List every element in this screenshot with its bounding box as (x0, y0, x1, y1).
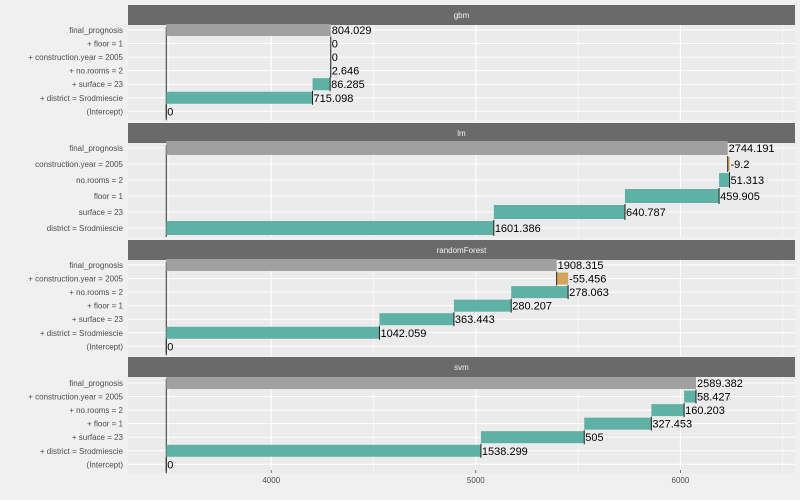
row-label: + floor = 1 (87, 420, 124, 429)
value-label: 327.453 (652, 419, 692, 431)
row-label: + surface = 23 (72, 315, 124, 324)
value-label: 2.646 (332, 66, 360, 78)
row-label: + construction.year = 2005 (28, 393, 123, 402)
row-label: final_prognosis (69, 26, 123, 35)
contribution-bar (480, 431, 585, 444)
row-label: + construction.year = 2005 (28, 275, 123, 284)
row-label: construction.year = 2005 (35, 160, 123, 169)
value-label: 505 (585, 432, 603, 444)
panel-background (128, 25, 795, 121)
contribution-bar (624, 189, 720, 203)
value-label: 0 (167, 459, 173, 471)
value-label: -9.2 (731, 159, 750, 171)
value-label: 278.063 (569, 287, 609, 299)
row-label: + no.rooms = 2 (69, 406, 123, 415)
contribution-bar (166, 91, 313, 104)
value-label: 0 (332, 52, 338, 64)
value-label: -55.456 (569, 274, 606, 286)
facet-title: randomForest (437, 246, 488, 255)
row-label: (Intercept) (87, 342, 124, 351)
contribution-bar (584, 417, 652, 430)
facet-title: gbm (454, 11, 470, 20)
facet-title: lm (457, 129, 466, 138)
row-label: + floor = 1 (87, 302, 124, 311)
facet-title: svm (454, 363, 469, 372)
row-label: final_prognosis (69, 144, 123, 153)
row-label: no.rooms = 2 (76, 176, 123, 185)
value-label: 86.285 (331, 79, 365, 91)
row-label: final_prognosis (69, 261, 123, 270)
contribution-bar (379, 313, 454, 326)
contribution-bar (312, 78, 331, 91)
value-label: 0 (167, 341, 173, 353)
contribution-bar (511, 286, 569, 299)
value-label: 363.443 (455, 314, 495, 326)
row-label: (Intercept) (87, 460, 124, 469)
value-label: 2744.191 (729, 143, 775, 155)
row-label: floor = 1 (94, 192, 124, 201)
value-label: 1042.059 (380, 328, 426, 340)
x-tick-label: 4000 (262, 476, 280, 485)
value-label: 0 (167, 106, 173, 118)
prediction-bar (166, 259, 557, 271)
facet-strip (128, 5, 795, 25)
contribution-bar (166, 221, 494, 235)
value-label: 1601.386 (495, 223, 541, 235)
contribution-bar (651, 404, 685, 417)
value-label: 1538.299 (482, 446, 528, 458)
value-label: 0 (332, 39, 338, 51)
contribution-bar (719, 173, 730, 187)
contribution-bar (556, 272, 569, 285)
value-label: 280.207 (512, 301, 552, 313)
value-label: 1908.315 (558, 260, 604, 272)
facet-strip (128, 357, 795, 377)
contribution-bar (453, 299, 512, 312)
prediction-bar (166, 24, 331, 36)
value-label: 715.098 (314, 93, 354, 105)
row-label: + floor = 1 (87, 40, 124, 49)
value-label: 51.313 (731, 175, 765, 187)
prediction-bar (166, 377, 696, 389)
value-label: 804.029 (332, 25, 372, 37)
value-label: 58.427 (697, 392, 731, 404)
row-label: + construction.year = 2005 (28, 53, 123, 62)
contribution-bar (684, 390, 696, 403)
contribution-bar (727, 157, 730, 171)
row-label: final_prognosis (69, 379, 123, 388)
facet-strip (128, 240, 795, 260)
row-label: (Intercept) (87, 107, 124, 116)
x-tick-label: 5000 (467, 476, 485, 485)
row-label: + surface = 23 (72, 80, 124, 89)
value-label: 640.787 (626, 207, 666, 219)
prediction-bar (166, 141, 728, 155)
x-tick-label: 6000 (672, 476, 690, 485)
row-label: surface = 23 (79, 208, 124, 217)
row-label: + district = Srodmiescie (40, 94, 124, 103)
contribution-bar (166, 444, 481, 457)
row-label: + surface = 23 (72, 433, 124, 442)
value-label: 160.203 (685, 405, 725, 417)
contribution-bar (493, 205, 625, 219)
facet-strip (128, 123, 795, 143)
row-label: + no.rooms = 2 (69, 67, 123, 76)
row-label: + district = Srodmiescie (40, 447, 124, 456)
row-label: + district = Srodmiescie (40, 329, 124, 338)
row-label: + no.rooms = 2 (69, 288, 123, 297)
value-label: 459.905 (720, 191, 760, 203)
row-label: district = Srodmiescie (47, 224, 124, 233)
value-label: 2589.382 (697, 378, 743, 390)
panel-background (128, 377, 795, 474)
contribution-bar (166, 326, 380, 339)
